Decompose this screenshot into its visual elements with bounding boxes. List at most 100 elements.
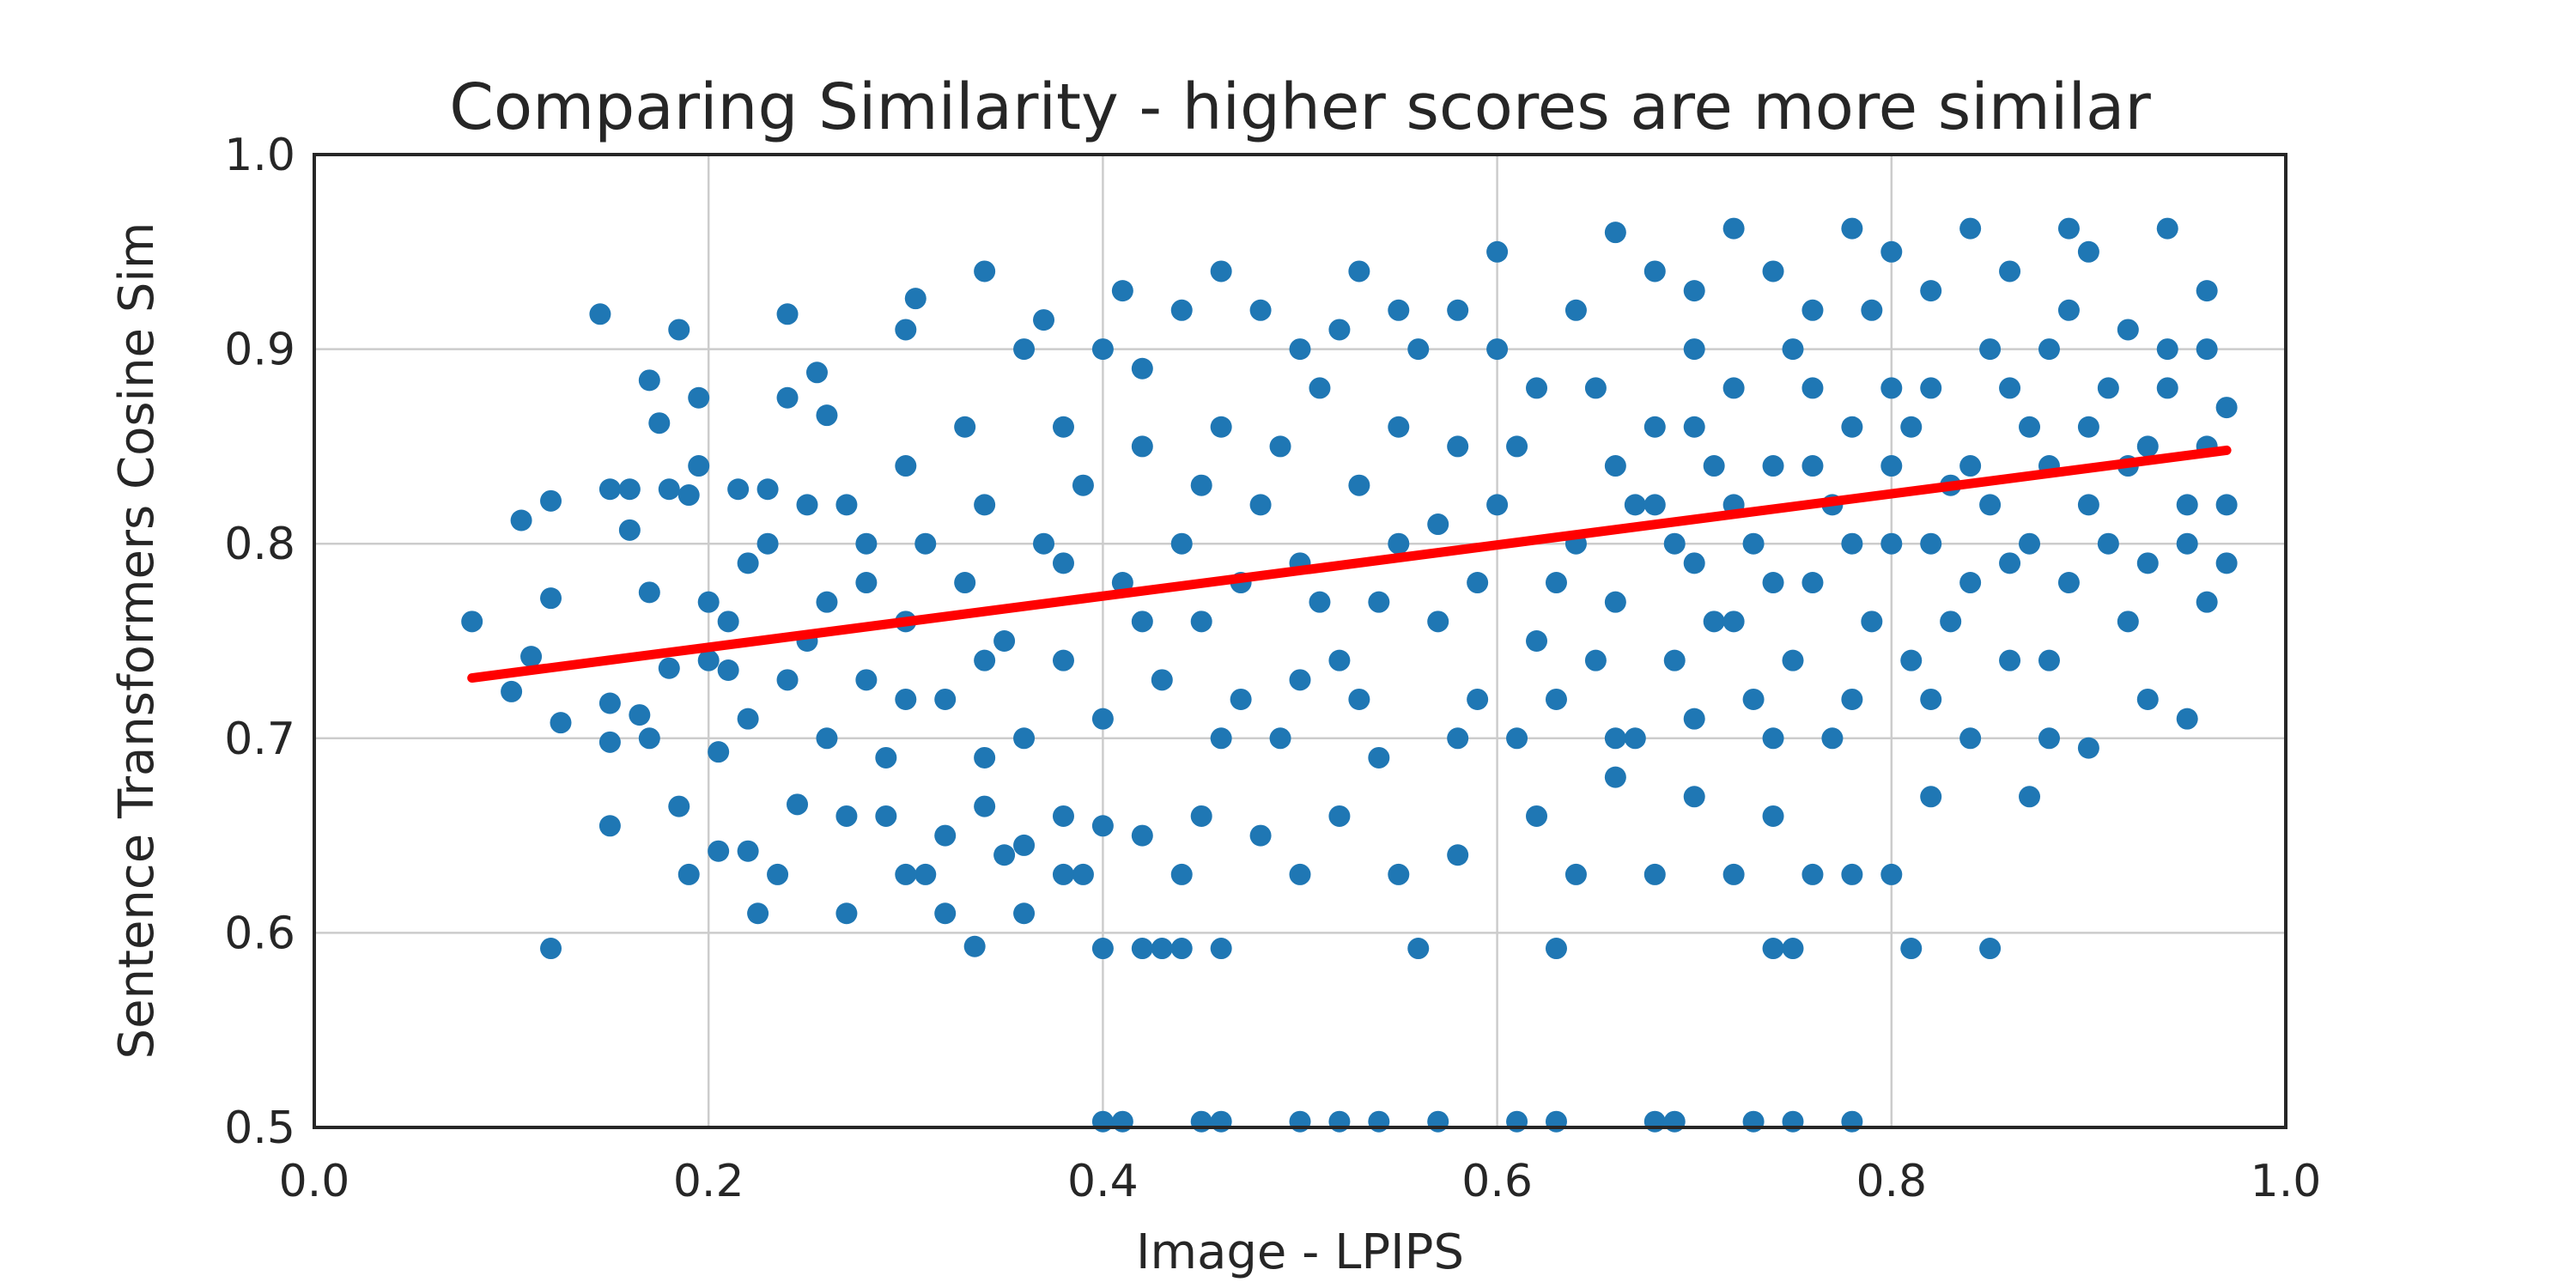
data-point (1762, 572, 1784, 594)
data-point (1013, 338, 1036, 361)
data-point (1762, 727, 1784, 750)
data-point (598, 815, 621, 837)
data-point (796, 494, 818, 516)
data-point (1427, 513, 1449, 536)
data-point (1249, 824, 1272, 847)
data-point (1545, 688, 1567, 710)
data-point (816, 727, 838, 750)
data-point (835, 494, 858, 516)
data-point (974, 649, 996, 671)
data-point (2117, 611, 2139, 633)
data-point (1526, 377, 1548, 399)
data-point (2196, 280, 2218, 302)
data-point (904, 288, 927, 310)
data-point (1111, 280, 1133, 302)
data-point (1841, 532, 1863, 555)
data-point (1269, 435, 1291, 458)
data-point (1604, 455, 1626, 477)
data-point (974, 795, 996, 817)
data-point (1427, 611, 1449, 633)
data-point (1564, 299, 1587, 321)
data-point (1545, 572, 1567, 594)
data-point (934, 902, 957, 925)
data-point (1663, 532, 1686, 555)
data-point (1920, 532, 1942, 555)
data-point (1368, 591, 1390, 613)
data-point (1249, 299, 1272, 321)
data-point (1210, 938, 1232, 960)
data-point (1979, 494, 2002, 516)
grid-lines (313, 153, 2287, 1129)
data-point (1604, 222, 1626, 244)
data-point (1643, 416, 1666, 438)
data-point (2019, 786, 2041, 808)
data-point (1959, 572, 1982, 594)
data-point (875, 805, 897, 827)
data-point (1309, 377, 1331, 399)
data-point (934, 824, 957, 847)
plot-frame (313, 153, 2287, 1129)
x-tick-label: 0.6 (1461, 1156, 1533, 1207)
data-point (2097, 532, 2119, 555)
data-point (1722, 377, 1745, 399)
data-point (2038, 338, 2060, 361)
data-point (2156, 217, 2178, 240)
data-point (1564, 863, 1587, 885)
data-point (2136, 552, 2159, 574)
data-point (618, 519, 641, 541)
data-point (963, 935, 986, 957)
data-point (1170, 299, 1193, 321)
data-point (589, 303, 611, 325)
data-point (776, 303, 799, 325)
data-point (1604, 766, 1626, 788)
data-point (756, 532, 779, 555)
data-point (776, 669, 799, 691)
data-point (1328, 805, 1351, 827)
data-point (598, 478, 621, 501)
data-point (855, 532, 878, 555)
data-point (2117, 319, 2139, 341)
data-point (1999, 377, 2021, 399)
data-point (1170, 532, 1193, 555)
data-point (1170, 863, 1193, 885)
data-point (461, 611, 483, 633)
data-point (2077, 737, 2099, 759)
data-point (1447, 299, 1469, 321)
data-point (1467, 572, 1489, 594)
data-point (737, 840, 759, 862)
data-point (934, 688, 957, 710)
data-point (1920, 688, 1942, 710)
data-point (688, 386, 710, 409)
data-point (1249, 494, 1272, 516)
data-point (1289, 338, 1311, 361)
x-tick-label: 0.8 (1856, 1156, 1927, 1207)
data-point (1486, 494, 1509, 516)
data-point (510, 509, 532, 532)
data-point (1801, 863, 1824, 885)
data-point (1920, 377, 1942, 399)
data-point (1407, 338, 1430, 361)
data-point (1801, 455, 1824, 477)
data-point (2057, 572, 2080, 594)
data-point (2176, 532, 2198, 555)
data-point (1624, 727, 1646, 750)
data-point (550, 712, 572, 734)
x-tick-label: 0.2 (673, 1156, 744, 1207)
data-point (1033, 309, 1055, 331)
data-point (1486, 240, 1509, 263)
data-point (2196, 338, 2218, 361)
data-point (540, 489, 562, 512)
data-point (2038, 649, 2060, 671)
data-point (1604, 591, 1626, 613)
data-point (2215, 494, 2238, 516)
data-point (1348, 688, 1370, 710)
scatter-points (461, 217, 2238, 1133)
data-point (1880, 240, 1903, 263)
data-point (1900, 649, 1923, 671)
data-point (1013, 834, 1036, 856)
data-point (1880, 455, 1903, 477)
data-point (1131, 435, 1153, 458)
data-point (2077, 494, 2099, 516)
y-tick-label: 0.9 (224, 325, 295, 376)
data-point (1683, 708, 1705, 730)
